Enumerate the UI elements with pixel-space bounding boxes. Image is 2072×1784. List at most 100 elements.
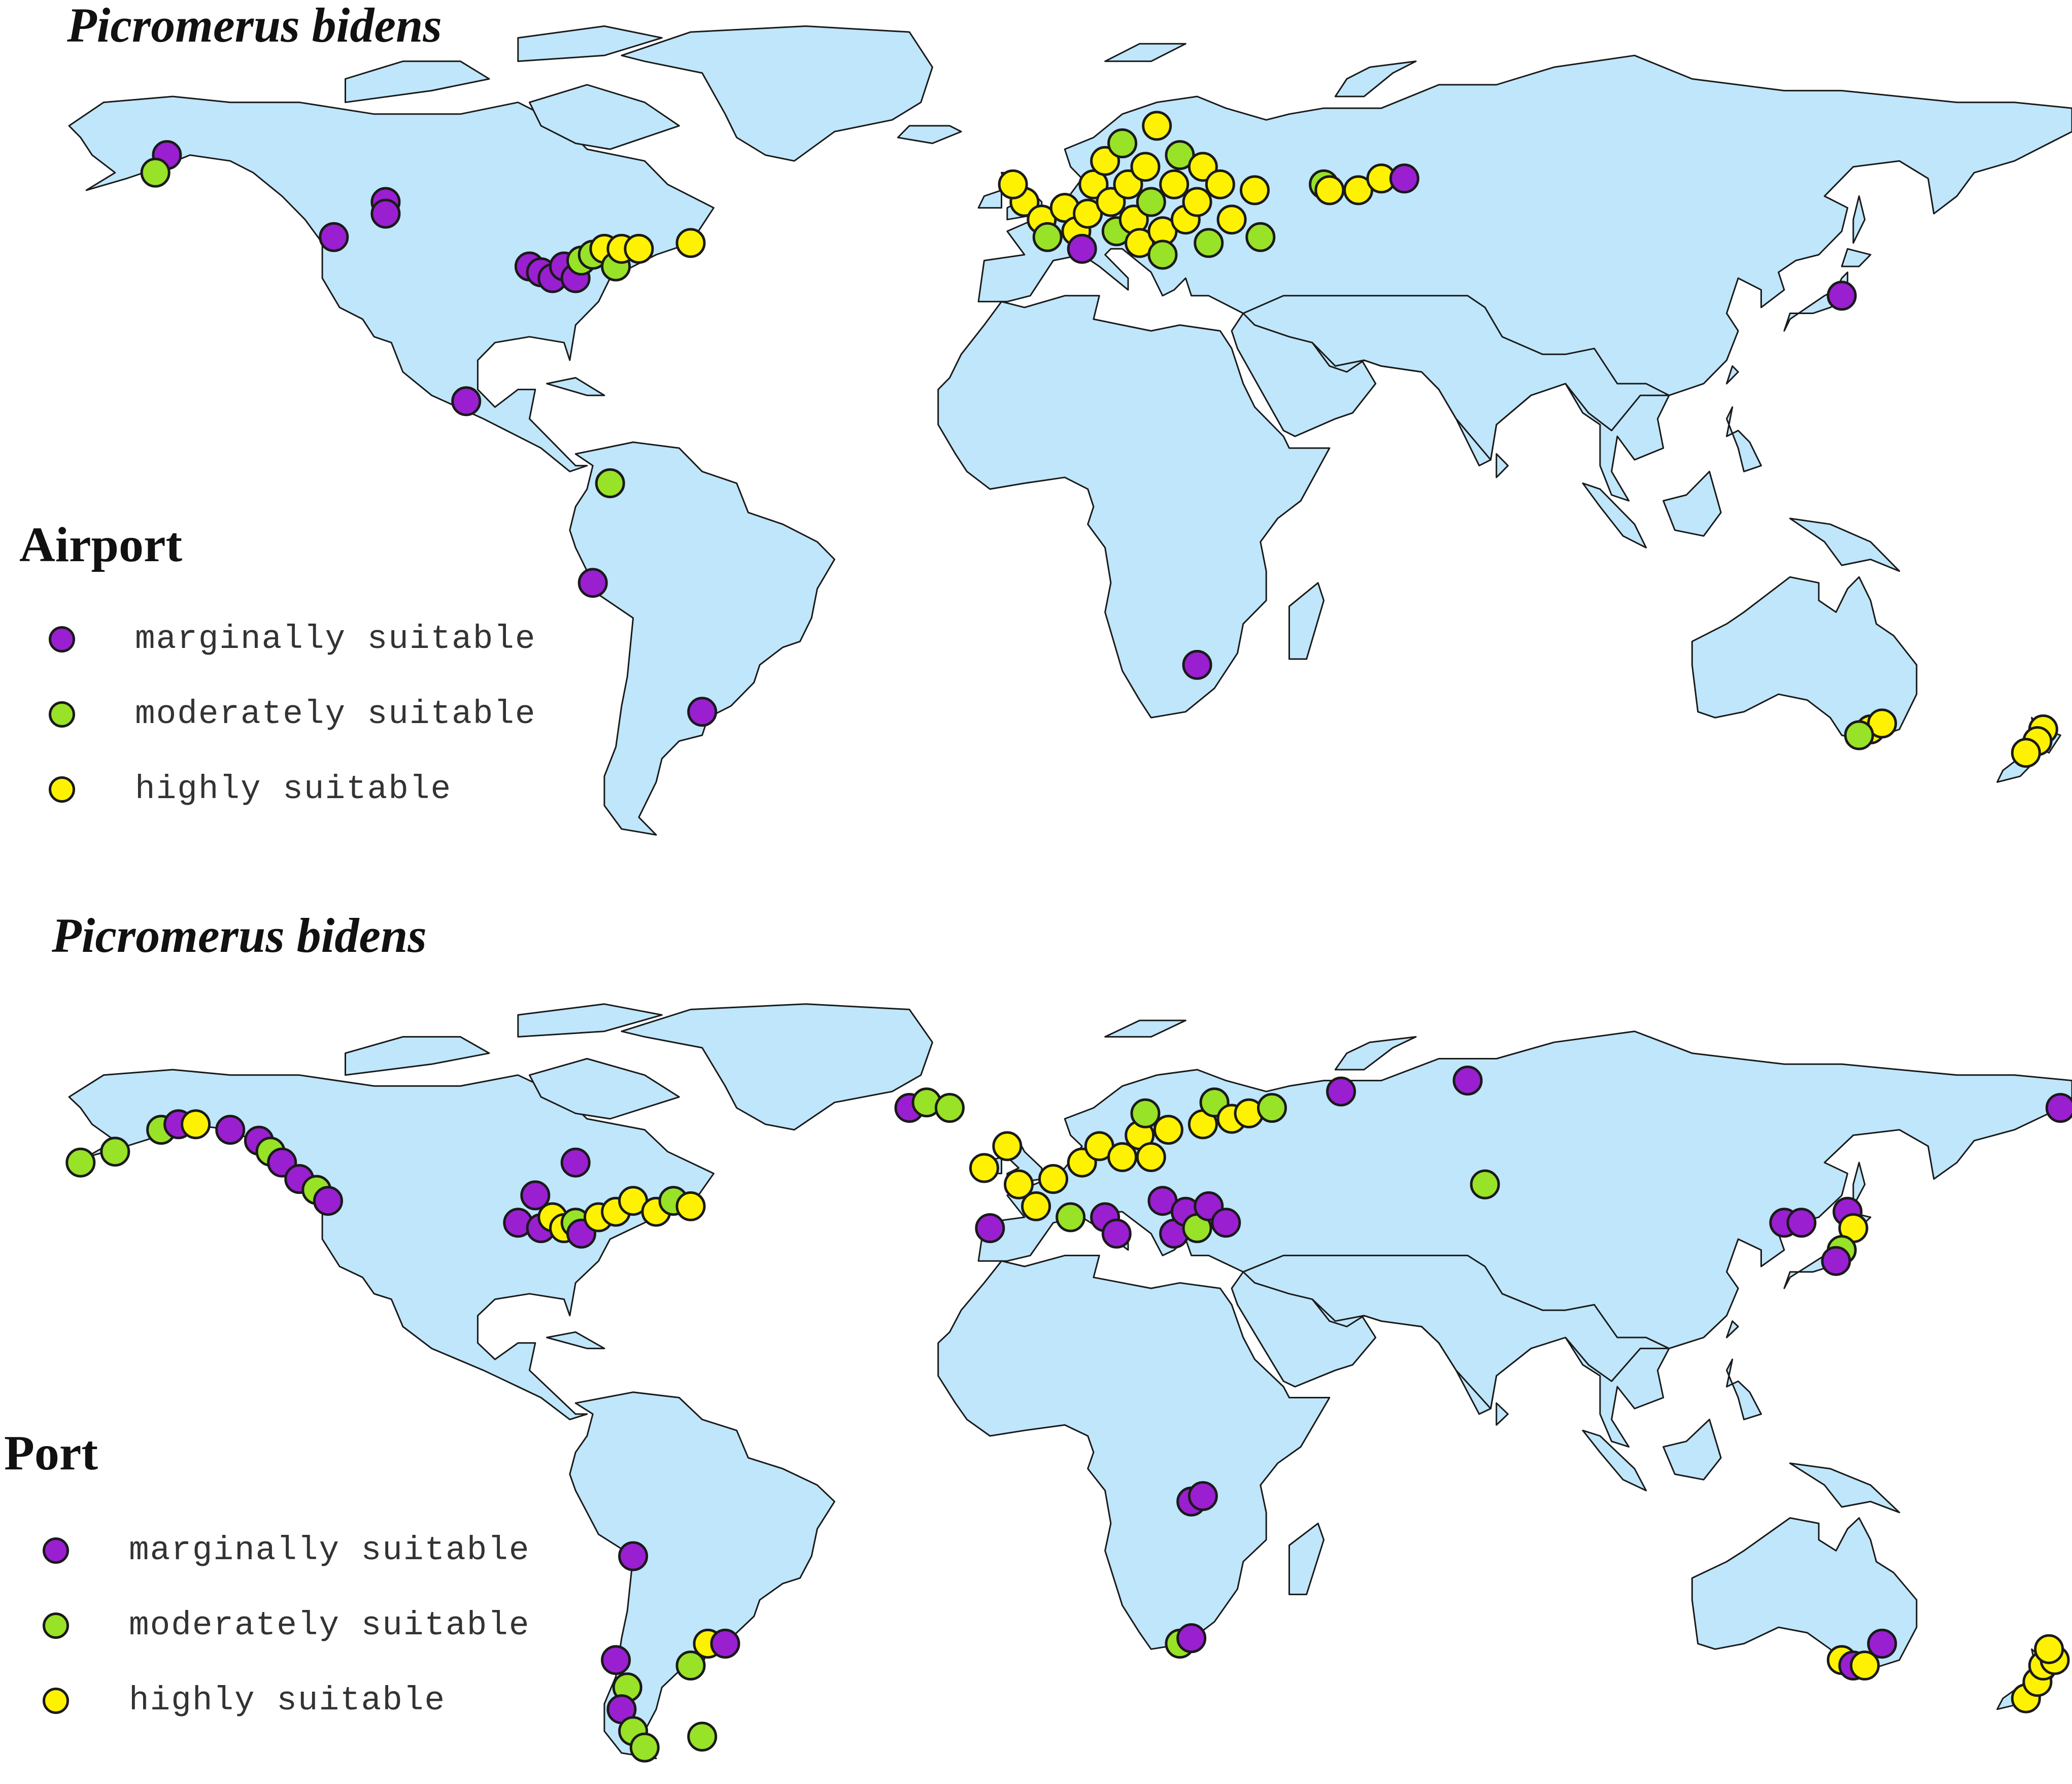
landmass-sakhalin bbox=[1852, 195, 1866, 244]
legend-swatch-moderately bbox=[49, 701, 75, 728]
location-point-highly bbox=[624, 233, 654, 264]
location-point-highly bbox=[998, 169, 1028, 199]
location-point-highly bbox=[1159, 169, 1190, 199]
location-point-moderately bbox=[100, 1137, 130, 1167]
location-point-highly bbox=[2034, 1634, 2064, 1664]
landmass-hokkaido bbox=[1841, 248, 1872, 267]
legend-item-marginally: marginally suitable bbox=[43, 1531, 550, 1574]
landmass-sri-lanka bbox=[1496, 453, 1509, 478]
landmass-arabia-india-fix bbox=[1242, 1254, 1670, 1410]
landmass-borneo bbox=[1662, 1419, 1722, 1481]
legend-item-moderately: moderately suitable bbox=[43, 1606, 550, 1649]
location-point-marginally bbox=[319, 222, 349, 252]
location-point-marginally bbox=[215, 1115, 246, 1145]
landmass-eurasia bbox=[977, 54, 2072, 502]
location-point-marginally bbox=[975, 1213, 1005, 1243]
location-point-highly bbox=[992, 1131, 1023, 1161]
location-point-moderately bbox=[65, 1147, 96, 1178]
location-point-highly bbox=[1136, 1142, 1166, 1172]
location-point-moderately bbox=[675, 1651, 706, 1680]
world-map-port bbox=[65, 1003, 2072, 1763]
location-point-moderately bbox=[140, 157, 171, 188]
location-point-moderately bbox=[1107, 128, 1138, 158]
airport-panel: Picromerus bidens Airport marginally sui… bbox=[19, 0, 2072, 836]
landmass-south-america bbox=[569, 441, 835, 836]
landmass-cuba bbox=[546, 377, 605, 396]
landmass-baffin bbox=[528, 1058, 680, 1120]
location-point-highly bbox=[1004, 1169, 1034, 1199]
location-point-marginally bbox=[313, 1186, 343, 1216]
landmass-iceland bbox=[897, 125, 962, 144]
land-layer bbox=[68, 25, 2072, 836]
legend-label: moderately suitable bbox=[135, 695, 536, 733]
location-point-marginally bbox=[1182, 649, 1212, 680]
landmass-philippines bbox=[1726, 1358, 1762, 1421]
landmass-sakhalin bbox=[1852, 1161, 1866, 1207]
location-point-moderately bbox=[934, 1093, 965, 1123]
landmass-philippines bbox=[1726, 406, 1762, 472]
landmass-greenland bbox=[621, 25, 933, 162]
landmass-arabia-india-fix bbox=[1242, 295, 1670, 461]
landmass-madagascar bbox=[1288, 1522, 1325, 1595]
landmass-arctic-isl bbox=[345, 1036, 490, 1076]
landmass-borneo bbox=[1662, 470, 1722, 537]
location-point-marginally bbox=[1826, 281, 1857, 311]
location-point-marginally bbox=[1867, 1628, 1897, 1659]
landmass-svalbard bbox=[1104, 43, 1186, 62]
location-point-moderately bbox=[687, 1722, 718, 1752]
location-point-marginally bbox=[370, 198, 401, 229]
legend-item-moderately: moderately suitable bbox=[49, 695, 556, 738]
location-point-marginally bbox=[601, 1645, 631, 1675]
landmass-africa bbox=[937, 1254, 1331, 1650]
points-layer bbox=[140, 111, 2058, 768]
location-point-highly bbox=[1130, 152, 1161, 182]
location-point-marginally bbox=[1389, 163, 1419, 194]
landmass-cuba bbox=[546, 1331, 605, 1350]
landmass-taiwan bbox=[1726, 365, 1739, 385]
landmass-greenland bbox=[621, 1003, 933, 1131]
legend-item-highly: highly suitable bbox=[43, 1682, 550, 1724]
landmass-ireland bbox=[977, 189, 1002, 209]
location-point-moderately bbox=[1257, 1093, 1287, 1123]
land-layer bbox=[68, 1003, 2072, 1760]
location-point-highly bbox=[181, 1109, 211, 1140]
location-point-highly bbox=[1021, 1191, 1051, 1221]
landmass-sri-lanka bbox=[1496, 1402, 1509, 1426]
location-point-moderately bbox=[629, 1732, 660, 1763]
landmass-sumatra bbox=[1582, 482, 1647, 548]
location-point-moderately bbox=[1194, 228, 1224, 258]
location-point-marginally bbox=[618, 1541, 649, 1571]
location-point-marginally bbox=[1452, 1066, 1483, 1096]
location-point-marginally bbox=[560, 1147, 591, 1178]
location-point-highly bbox=[1153, 1115, 1183, 1145]
legend-swatch-moderately bbox=[43, 1613, 69, 1639]
port-panel: Picromerus bidens Port marginally suitab… bbox=[0, 892, 2072, 1784]
landmass-novaya-zemlya bbox=[1334, 1036, 1417, 1071]
location-point-highly bbox=[1205, 169, 1235, 199]
location-point-highly bbox=[1107, 1142, 1138, 1172]
species-title: Picromerus bidens bbox=[52, 908, 427, 963]
location-point-highly bbox=[1240, 175, 1270, 205]
legend-label: moderately suitable bbox=[129, 1606, 530, 1644]
landmass-novaya-zemlya bbox=[1334, 60, 1417, 97]
location-point-highly bbox=[1343, 175, 1374, 205]
location-point-moderately bbox=[1470, 1169, 1500, 1199]
species-title: Picromerus bidens bbox=[67, 0, 442, 52]
landmass-eurasia bbox=[977, 1031, 2072, 1448]
location-point-moderately bbox=[1130, 1098, 1161, 1128]
location-point-marginally bbox=[1101, 1218, 1132, 1249]
location-point-marginally bbox=[1067, 233, 1097, 264]
world-map-airport bbox=[68, 25, 2072, 836]
location-point-moderately bbox=[595, 468, 625, 498]
landmass-taiwan bbox=[1726, 1320, 1739, 1339]
location-point-marginally bbox=[2045, 1093, 2072, 1123]
landmass-new-guinea bbox=[1789, 518, 1900, 572]
legend-swatch-highly bbox=[43, 1688, 69, 1714]
location-point-marginally bbox=[578, 568, 608, 598]
panel-label-airport: Airport bbox=[19, 518, 183, 572]
legend-label: marginally suitable bbox=[129, 1531, 530, 1569]
location-point-highly bbox=[1038, 1164, 1068, 1194]
legend-swatch-marginally bbox=[43, 1537, 69, 1564]
location-point-marginally bbox=[710, 1628, 740, 1659]
landmass-ellesmere bbox=[517, 1003, 663, 1038]
